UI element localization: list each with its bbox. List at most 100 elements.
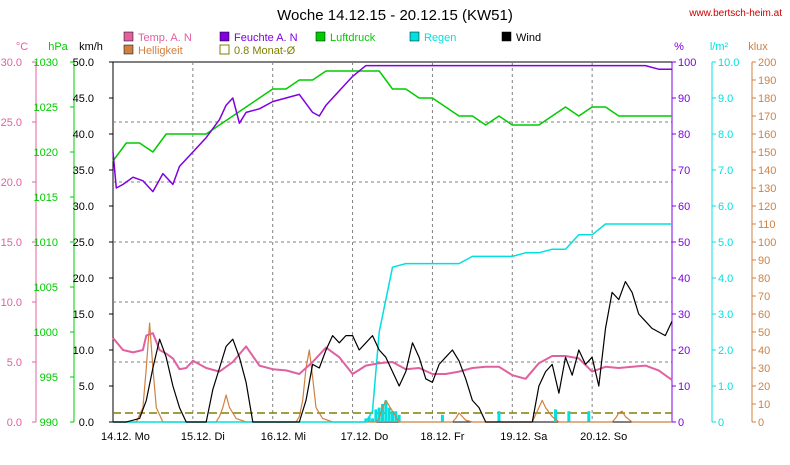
brightness-tick-label: 170 xyxy=(758,111,776,123)
wind-tick-label: 45.0 xyxy=(73,93,94,105)
legend-label: 0.8 Monat-Ø xyxy=(234,45,296,57)
legend-label: Temp. A. N xyxy=(138,32,192,44)
axes: 14.12. Mo 15.12. Di 16.12. Mi 17.12. Do 18.1… xyxy=(1,41,777,443)
brightness-tick-label: 120 xyxy=(758,201,776,213)
series-regen xyxy=(113,223,672,423)
pressure-tick-label: 1010 xyxy=(34,237,58,249)
legend-swatch xyxy=(123,31,134,42)
wind-tick-label: 50.0 xyxy=(73,57,94,69)
humidity-tick-label: 60 xyxy=(678,201,690,213)
pressure-tick-label: 990 xyxy=(40,417,58,429)
legend-swatch xyxy=(501,31,512,42)
pressure-tick-label: 1015 xyxy=(34,192,58,204)
rain-bar xyxy=(587,411,591,422)
brightness-tick-label: 60 xyxy=(758,309,770,321)
x-tick-label: 14.12. Mo xyxy=(101,431,150,443)
rain-bar xyxy=(391,411,394,422)
wind-tick-label: 35.0 xyxy=(73,165,94,177)
rain-bar xyxy=(371,418,375,422)
brightness-tick-label: 110 xyxy=(758,219,776,231)
brightness-tick-label: 40 xyxy=(758,345,770,357)
legend-label: Wind xyxy=(516,32,541,44)
brightness-tick-label: 20 xyxy=(758,381,770,393)
rain-bar xyxy=(440,414,444,422)
rain-tick-label: 6.0 xyxy=(718,201,733,213)
temp-tick-label: 20.0 xyxy=(1,177,22,189)
source-link[interactable]: www.bertsch-heim.at xyxy=(688,8,782,19)
brightness-tick-label: 160 xyxy=(758,129,776,141)
wind-tick-label: 25.0 xyxy=(73,237,94,249)
legend: Temp. A. N Feuchte A. N Luftdruck Regen Wind… xyxy=(123,31,541,57)
wind-tick-label: 15.0 xyxy=(73,309,94,321)
brightness-tick-label: 150 xyxy=(758,147,776,159)
legend-label: Regen xyxy=(424,32,456,44)
brightness-tick-label: 30 xyxy=(758,363,770,375)
brightness-tick-label: 80 xyxy=(758,273,770,285)
rain-bar xyxy=(374,409,378,422)
wind-tick-label: 5.0 xyxy=(79,381,94,393)
humidity-tick-label: 20 xyxy=(678,345,690,357)
humidity-tick-label: 30 xyxy=(678,309,690,321)
rain-bar xyxy=(567,411,571,422)
rain-tick-label: 0 xyxy=(718,417,724,429)
brightness-tick-label: 190 xyxy=(758,75,776,87)
rain-bar xyxy=(387,407,391,422)
pressure-tick-label: 1005 xyxy=(34,282,58,294)
brightness-tick-label: 140 xyxy=(758,165,776,177)
chart-title: Woche 14.12.15 - 20.12.15 (KW51) xyxy=(277,7,513,24)
rain-bar xyxy=(384,400,388,422)
wind-tick-label: 0.0 xyxy=(79,417,94,429)
series-layer xyxy=(112,64,673,423)
temp-tick-label: 5.0 xyxy=(7,357,22,369)
wind-tick-label: 30.0 xyxy=(73,201,94,213)
humidity-tick-label: 10 xyxy=(678,381,690,393)
rain-tick-label: 9.0 xyxy=(718,93,733,105)
humidity-tick-label: 80 xyxy=(678,129,690,141)
humidity-tick-label: 70 xyxy=(678,165,690,177)
humidity-tick-label: 90 xyxy=(678,93,690,105)
pressure-tick-label: 1025 xyxy=(34,102,58,114)
legend-swatch xyxy=(219,44,230,55)
series-temp-a-n xyxy=(112,332,673,381)
legend-label: Helligkeit xyxy=(138,45,183,57)
legend-swatch xyxy=(409,31,420,42)
temp-tick-label: 15.0 xyxy=(1,237,22,249)
temp-tick-label: 10.0 xyxy=(1,297,22,309)
pressure-tick-label: 1030 xyxy=(34,57,58,69)
wind-tick-label: 40.0 xyxy=(73,129,94,141)
brightness-unit-label: klux xyxy=(748,41,768,53)
brightness-tick-label: 100 xyxy=(758,237,776,249)
rain-tick-label: 8.0 xyxy=(718,129,733,141)
rain-unit-label: l/m² xyxy=(710,41,729,53)
pressure-unit-label: hPa xyxy=(48,41,68,53)
x-tick-label: 19.12. Sa xyxy=(500,431,548,443)
pressure-tick-label: 995 xyxy=(40,372,58,384)
series-feuchte-a-n xyxy=(112,64,672,193)
rain-tick-label: 7.0 xyxy=(718,165,733,177)
x-tick-label: 17.12. Do xyxy=(341,431,389,443)
rain-tick-label: 4.0 xyxy=(718,273,733,285)
rain-tick-label: 10.0 xyxy=(718,57,739,69)
series-wind xyxy=(113,281,673,423)
temp-tick-label: 25.0 xyxy=(1,117,22,129)
rain-bar xyxy=(364,418,368,422)
rain-bar xyxy=(367,416,371,422)
rain-tick-label: 2.0 xyxy=(718,345,733,357)
brightness-tick-label: 130 xyxy=(758,183,776,195)
legend-swatch xyxy=(315,31,326,42)
brightness-tick-label: 0 xyxy=(758,417,764,429)
humidity-tick-label: 50 xyxy=(678,237,690,249)
legend-swatch xyxy=(219,31,230,42)
rain-bar xyxy=(497,411,501,422)
rain-tick-label: 5.0 xyxy=(718,237,733,249)
brightness-tick-label: 50 xyxy=(758,327,770,339)
brightness-tick-label: 200 xyxy=(758,57,776,69)
rain-bar xyxy=(554,409,558,422)
wind-tick-label: 20.0 xyxy=(73,273,94,285)
humidity-tick-label: 100 xyxy=(678,57,696,69)
pressure-tick-label: 1020 xyxy=(34,147,58,159)
brightness-tick-label: 90 xyxy=(758,255,770,267)
rain-bar xyxy=(381,404,385,422)
humidity-tick-label: 0 xyxy=(678,417,684,429)
